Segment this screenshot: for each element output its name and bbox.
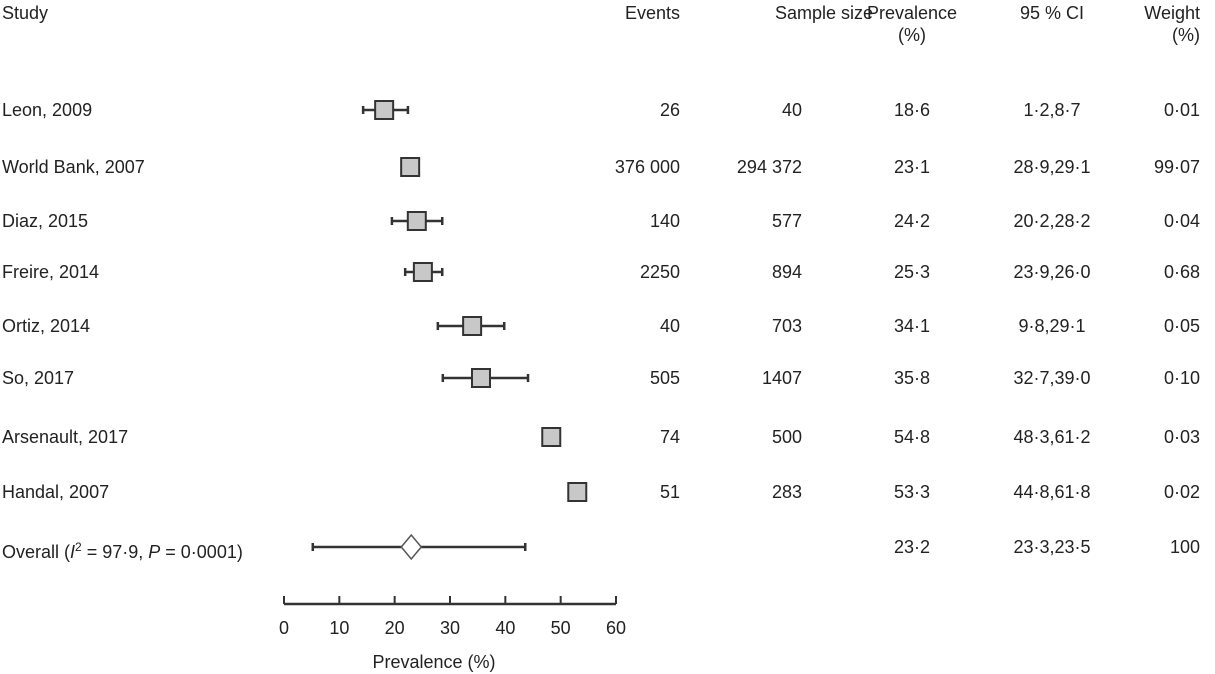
weight-value: 0·68 <box>1163 262 1200 282</box>
events-value: 51 <box>659 482 680 502</box>
events-value: 140 <box>649 211 680 231</box>
header-weight-line2: (%) <box>1172 25 1200 45</box>
study-name: Leon, 2009 <box>2 100 93 120</box>
p-value: = 0·0001) <box>160 542 243 562</box>
ci-value: 44·8,61·8 <box>1013 482 1091 502</box>
events-value: 2250 <box>639 262 680 282</box>
x-tick-label: 10 <box>329 618 350 638</box>
sample-size-value: 577 <box>771 211 802 231</box>
header-weight-line1: Weight <box>1144 3 1200 23</box>
point-estimate-box <box>541 427 562 447</box>
header-prevalence: Prevalence (%) <box>852 2 972 46</box>
study-name: Handal, 2007 <box>2 482 110 502</box>
point-estimate-box <box>412 262 433 282</box>
header-study: Study <box>2 3 49 23</box>
ci-value: 1·2,8·7 <box>1023 100 1081 120</box>
weight-value: 99·07 <box>1153 157 1200 177</box>
sample-size-value: 40 <box>781 100 802 120</box>
study-name: World Bank, 2007 <box>2 157 145 177</box>
overall-prefix: Overall ( <box>2 542 71 562</box>
prevalence-value: 34·1 <box>893 316 931 336</box>
weight-value: 0·05 <box>1163 316 1200 336</box>
i2-value: = 97·9, <box>81 542 149 562</box>
ci-value: 28·9,29·1 <box>1013 157 1091 177</box>
study-name: Arsenault, 2017 <box>2 427 129 447</box>
study-name: Diaz, 2015 <box>2 211 89 231</box>
point-estimate-box <box>462 316 483 336</box>
weight-value: 0·10 <box>1163 368 1200 388</box>
prevalence-value: 23·1 <box>893 157 931 177</box>
weight-value: 0·03 <box>1163 427 1200 447</box>
ci-value: 9·8,29·1 <box>1018 316 1086 336</box>
sample-size-value: 894 <box>771 262 802 282</box>
overall-prevalence: 23·2 <box>893 537 931 557</box>
x-tick-label: 50 <box>550 618 571 638</box>
sample-size-value: 703 <box>771 316 802 336</box>
point-estimate-box <box>470 368 491 388</box>
x-tick-label: 30 <box>439 618 461 638</box>
ci-value: 32·7,39·0 <box>1013 368 1091 388</box>
prevalence-value: 18·6 <box>893 100 931 120</box>
ci-value: 48·3,61·2 <box>1013 427 1091 447</box>
header-weight: Weight (%) <box>1144 2 1200 46</box>
p-symbol: P <box>148 542 161 562</box>
sample-size-value: 283 <box>771 482 802 502</box>
overall-weight: 100 <box>1169 537 1200 557</box>
weight-value: 0·02 <box>1163 482 1200 502</box>
sample-size-value: 500 <box>771 427 802 447</box>
header-prevalence-line1: Prevalence <box>866 3 958 23</box>
weight-value: 0·04 <box>1163 211 1200 231</box>
ci-value: 20·2,28·2 <box>1013 211 1091 231</box>
overall-diamond <box>400 533 423 561</box>
point-estimate-box <box>400 157 421 177</box>
events-value: 505 <box>649 368 680 388</box>
events-value: 376 000 <box>614 157 680 177</box>
study-name: Freire, 2014 <box>2 262 100 282</box>
x-tick-label: 0 <box>278 618 289 638</box>
events-value: 74 <box>659 427 680 447</box>
study-name: So, 2017 <box>2 368 75 388</box>
sample-size-value: 1407 <box>761 368 802 388</box>
point-estimate-box <box>374 100 395 120</box>
prevalence-value: 24·2 <box>893 211 931 231</box>
overall-label: Overall (I2 = 97·9, P = 0·0001) <box>2 536 243 563</box>
overall-ci: 23·3,23·5 <box>1013 537 1091 557</box>
i2-symbol: I <box>70 542 76 562</box>
point-estimate-box <box>406 211 427 231</box>
header-ci: 95 % CI <box>1019 3 1085 23</box>
x-tick-label: 20 <box>384 618 405 638</box>
header-events: Events <box>624 3 680 23</box>
prevalence-value: 25·3 <box>893 262 931 282</box>
x-axis-label: Prevalence (%) <box>372 652 496 672</box>
prevalence-value: 53·3 <box>893 482 931 502</box>
study-name: Ortiz, 2014 <box>2 316 91 336</box>
x-tick-label: 60 <box>605 618 627 638</box>
point-estimate-box <box>567 482 588 502</box>
weight-value: 0·01 <box>1163 100 1200 120</box>
events-value: 40 <box>659 316 680 336</box>
events-value: 26 <box>659 100 680 120</box>
i2-sup: 2 <box>75 540 82 554</box>
prevalence-value: 35·8 <box>893 368 931 388</box>
header-sample-size: Sample size <box>774 3 873 23</box>
prevalence-value: 54·8 <box>893 427 931 447</box>
header-prevalence-line2: (%) <box>898 25 926 45</box>
x-tick-label: 40 <box>495 618 516 638</box>
ci-value: 23·9,26·0 <box>1013 262 1091 282</box>
sample-size-value: 294 372 <box>736 157 802 177</box>
